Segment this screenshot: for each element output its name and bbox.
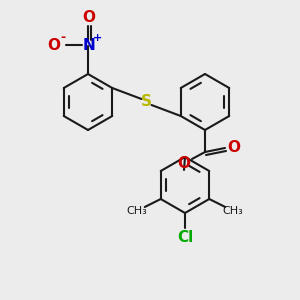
Text: N: N [82, 38, 95, 52]
Text: O: O [47, 38, 61, 52]
Text: Cl: Cl [177, 230, 193, 244]
Text: +: + [92, 33, 102, 43]
Text: CH₃: CH₃ [126, 206, 147, 216]
Text: O: O [227, 140, 241, 155]
Text: CH₃: CH₃ [223, 206, 244, 216]
Text: O: O [82, 10, 95, 25]
Text: -: - [60, 31, 66, 44]
Text: O: O [178, 155, 190, 170]
Text: S: S [141, 94, 152, 110]
